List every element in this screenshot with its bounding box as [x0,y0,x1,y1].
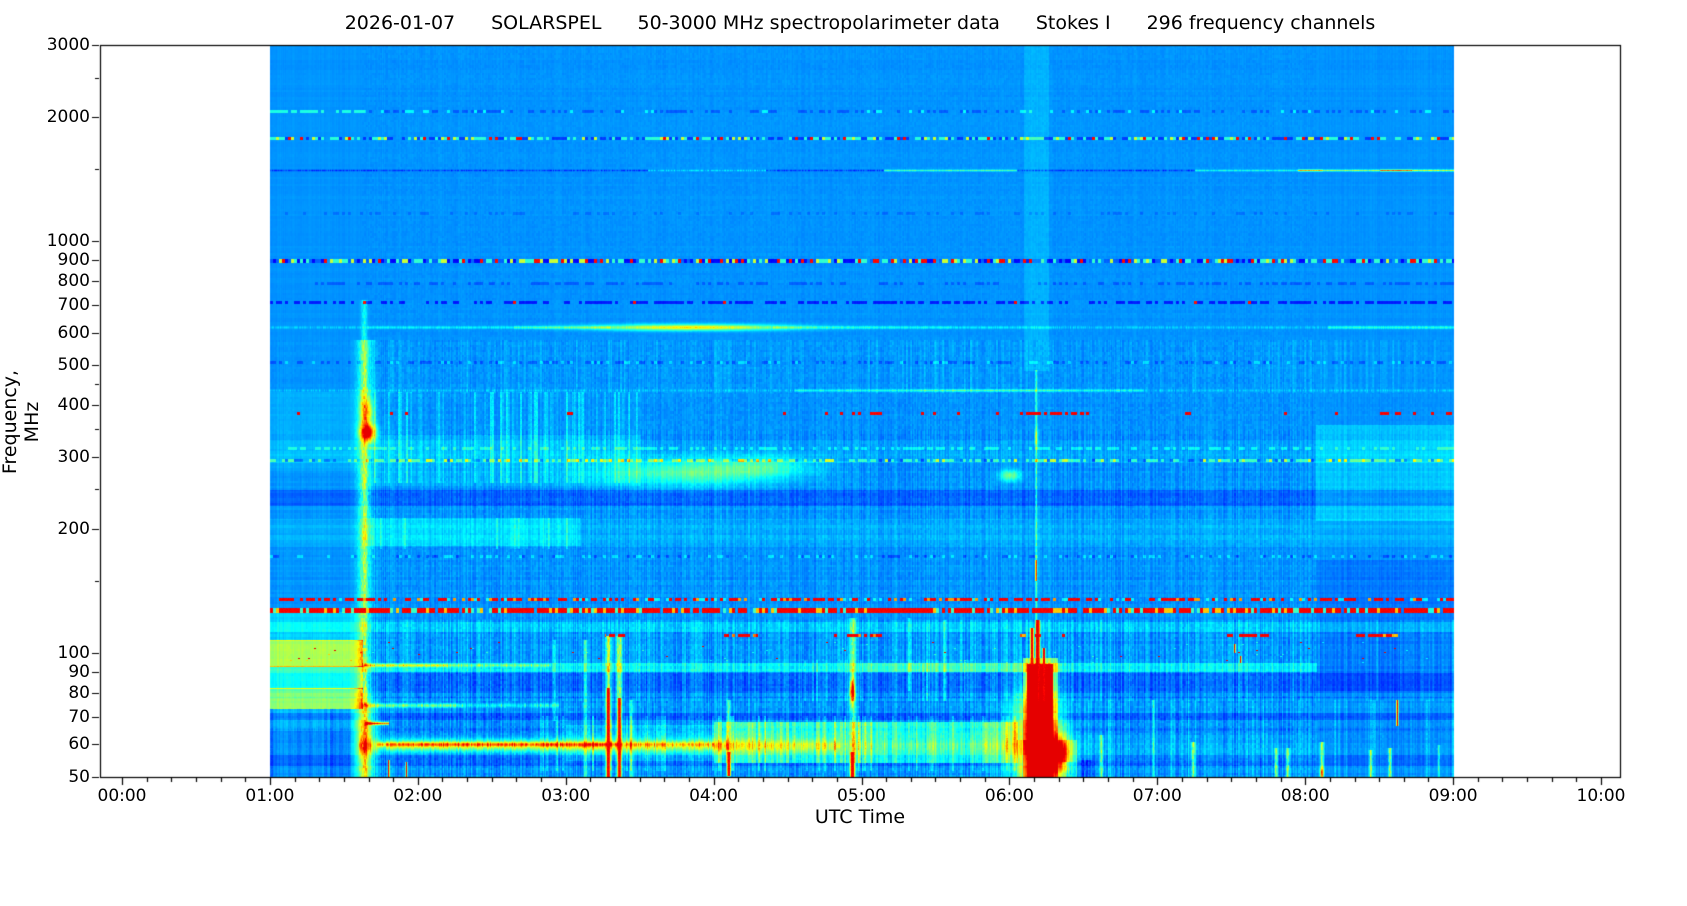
y-tick-label: 60 [68,734,90,755]
x-axis-title: UTC Time [814,806,906,828]
y-tick-label: 80 [68,682,90,703]
y-tick-label: 600 [57,322,90,343]
y-tick-label: 800 [57,271,90,292]
y-tick-label: 3000 [46,35,90,55]
x-tick-label: 06:00 [984,786,1034,806]
title-description: 50-3000 MHz spectropolarimeter data [637,12,1000,34]
y-tick-label: 2000 [46,107,90,128]
x-tick-label: 07:00 [1132,786,1182,806]
x-tick-label: 04:00 [689,786,739,806]
x-tick-label: 01:00 [245,786,295,806]
title-channels: 296 frequency channels [1146,12,1376,34]
y-tick-label: 400 [57,395,90,416]
plot-title: 2026-01-07 SOLARSPEL 50-3000 MHz spectro… [100,12,1620,34]
y-tick-label: 100 [57,643,90,664]
x-tick-label: 08:00 [1280,786,1330,806]
y-tick-label: 90 [68,661,90,682]
y-tick-label: 70 [68,706,90,727]
y-tick-label: 200 [57,519,90,540]
y-tick-label: 700 [57,295,90,316]
x-tick-label: 02:00 [393,786,443,806]
y-tick-label: 300 [57,446,90,467]
y-tick-label: 1000 [46,231,90,252]
title-date: 2026-01-07 [344,12,456,34]
y-tick-label: 500 [57,355,90,376]
x-tick-label: 10:00 [1576,786,1626,806]
x-tick-label: 00:00 [97,786,147,806]
title-stokes: Stokes I [1035,12,1111,34]
x-tick-label: 05:00 [837,786,886,806]
x-tick-label: 09:00 [1428,786,1478,806]
y-tick-label: 900 [57,250,90,271]
y-tick-label: 50 [68,767,90,787]
title-instrument: SOLARSPEL [491,12,602,34]
x-tick-label: 03:00 [541,786,591,806]
